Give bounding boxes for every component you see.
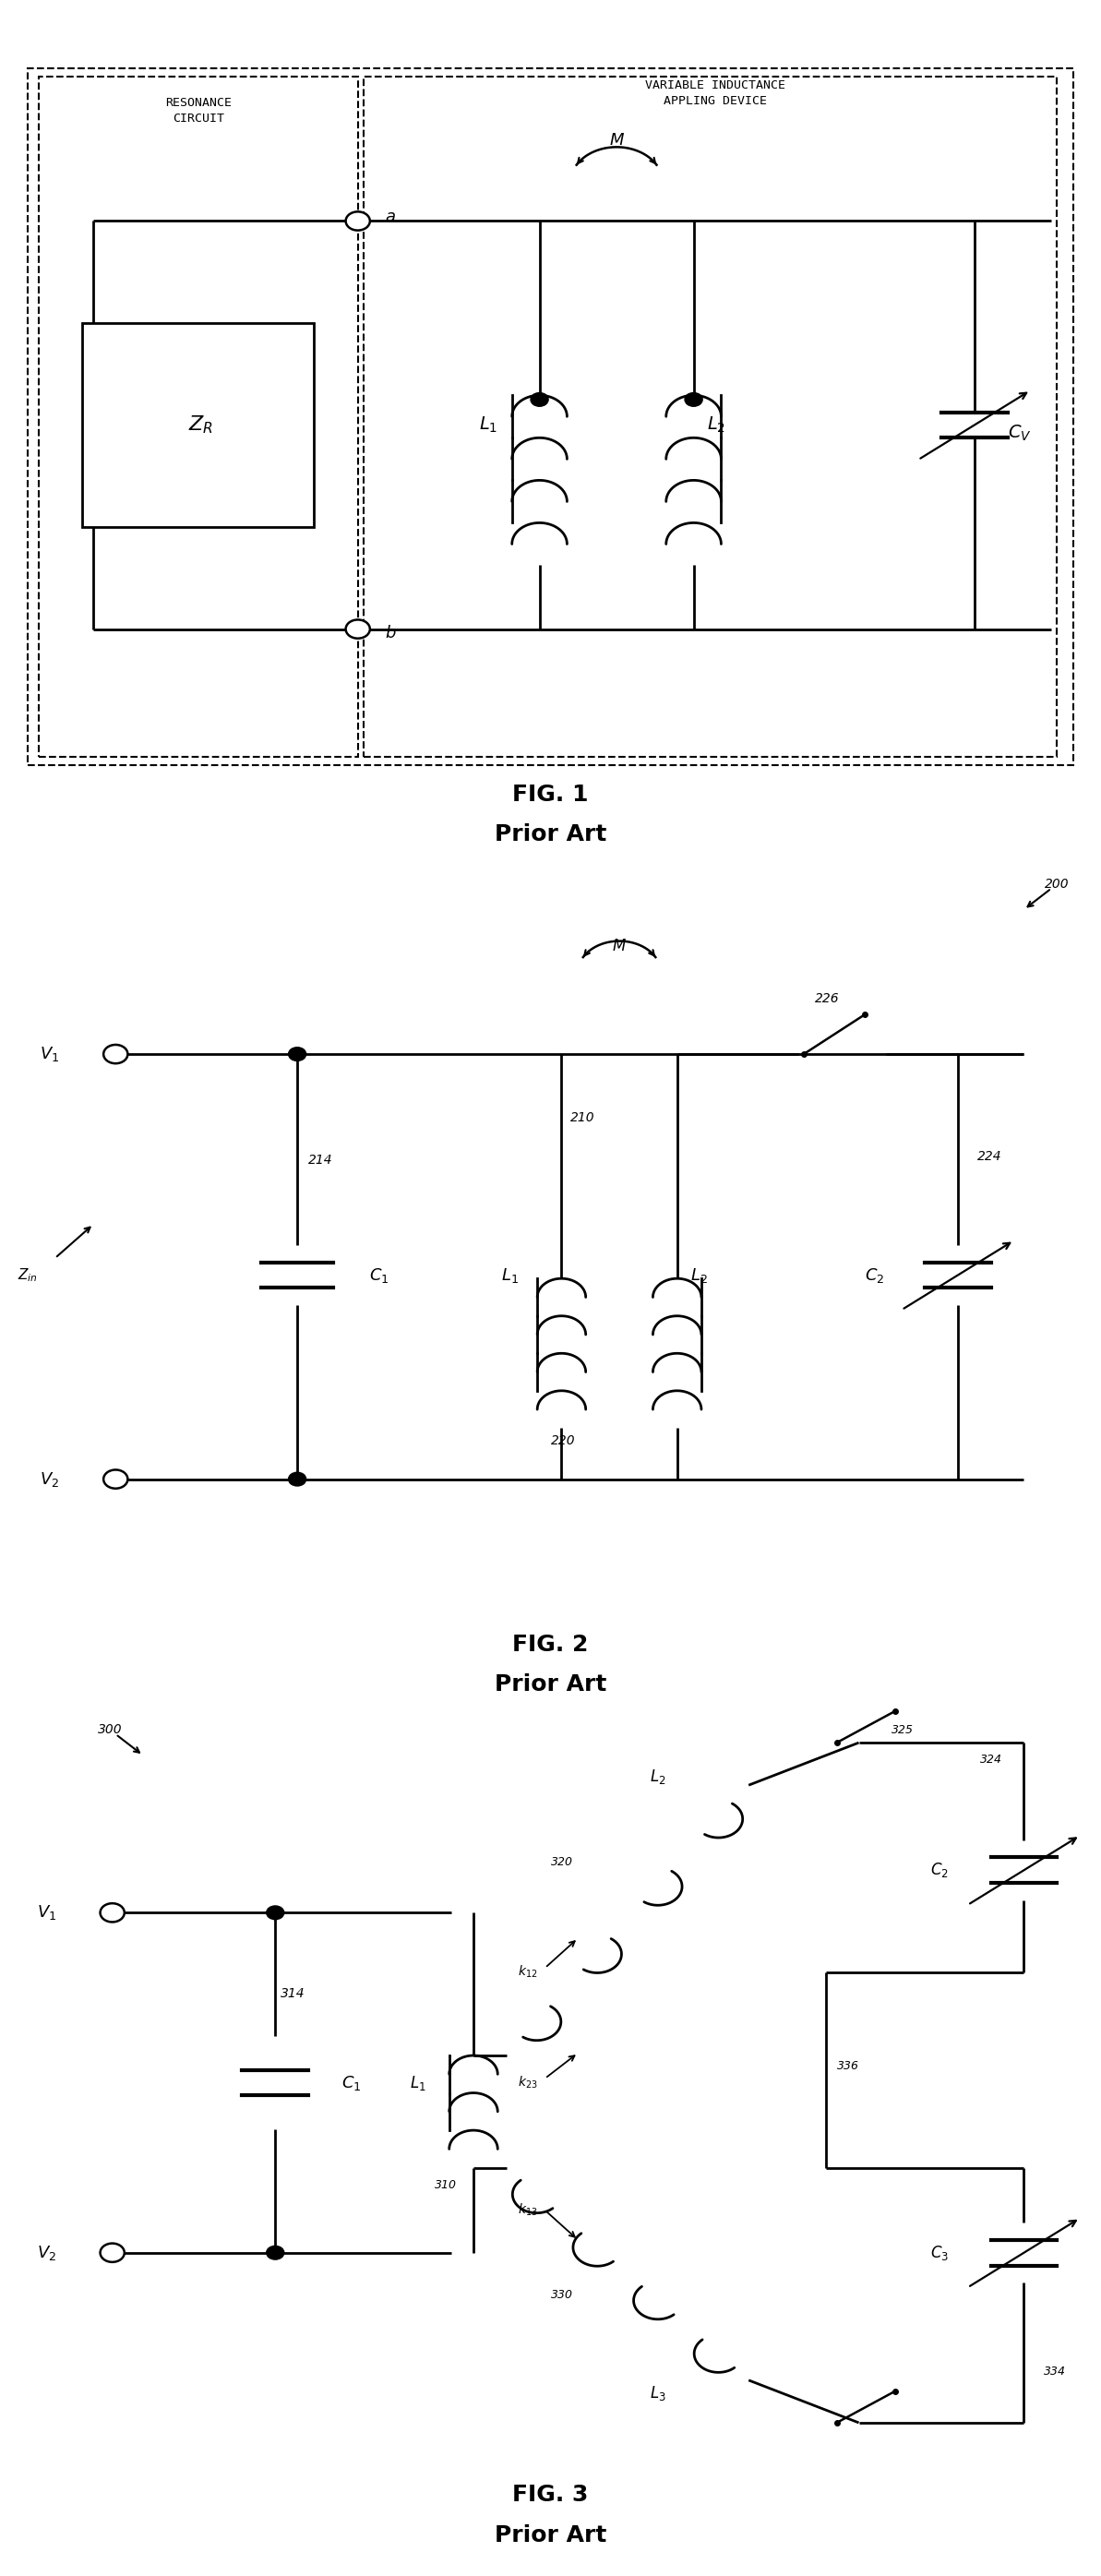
Text: $Z_{in}$: $Z_{in}$: [18, 1267, 37, 1283]
Circle shape: [685, 392, 702, 407]
Text: $L_1$: $L_1$: [410, 2074, 426, 2092]
Circle shape: [346, 621, 370, 639]
Text: $C_1$: $C_1$: [369, 1265, 389, 1285]
Text: M: M: [610, 131, 623, 149]
Text: RESONANCE
CIRCUIT: RESONANCE CIRCUIT: [165, 98, 231, 124]
Bar: [28, 67, 1073, 765]
Text: 220: 220: [550, 1435, 575, 1448]
Text: $L_2$: $L_2$: [707, 415, 726, 435]
Circle shape: [266, 2246, 284, 2259]
Text: 314: 314: [281, 1986, 305, 1999]
Circle shape: [100, 1904, 124, 1922]
Text: $k_{23}$: $k_{23}$: [517, 2074, 537, 2092]
Text: 334: 334: [1044, 2365, 1066, 2378]
Text: $C_1$: $C_1$: [341, 2074, 361, 2092]
Text: $L_2$: $L_2$: [650, 1767, 666, 1785]
Text: 330: 330: [550, 2290, 573, 2300]
Text: $L_1$: $L_1$: [479, 415, 498, 435]
Text: 200: 200: [1045, 878, 1069, 891]
Text: $L_3$: $L_3$: [650, 2383, 666, 2403]
Text: 325: 325: [892, 1723, 914, 1736]
Circle shape: [346, 211, 370, 229]
Circle shape: [531, 392, 548, 407]
Text: $k_{12}$: $k_{12}$: [517, 1963, 537, 1981]
Text: FIG. 2: FIG. 2: [512, 1633, 589, 1656]
Text: $Z_R$: $Z_R$: [188, 415, 212, 435]
Bar: [363, 77, 1057, 757]
Text: a: a: [385, 209, 395, 224]
Text: FIG. 3: FIG. 3: [512, 2483, 589, 2506]
Text: VARIABLE INDUCTANCE
APPLING DEVICE: VARIABLE INDUCTANCE APPLING DEVICE: [645, 80, 786, 108]
Text: b: b: [385, 626, 396, 641]
Bar: [39, 77, 358, 757]
Text: 300: 300: [98, 1723, 122, 1736]
Text: $V_1$: $V_1$: [40, 1046, 59, 1064]
Text: M: M: [612, 938, 626, 956]
Text: FIG. 1: FIG. 1: [512, 783, 589, 806]
Circle shape: [103, 1046, 128, 1064]
Text: $V_2$: $V_2$: [36, 2244, 56, 2262]
Bar: [83, 322, 314, 528]
Text: $V_2$: $V_2$: [40, 1471, 59, 1489]
Text: 324: 324: [980, 1754, 1002, 1765]
Text: 226: 226: [815, 992, 839, 1005]
Text: Prior Art: Prior Art: [494, 824, 607, 845]
Text: 214: 214: [308, 1154, 333, 1167]
Text: $C_2$: $C_2$: [864, 1265, 884, 1285]
Text: $L_1$: $L_1$: [501, 1265, 519, 1285]
Text: $C_3$: $C_3$: [930, 2244, 949, 2262]
Text: $C_V$: $C_V$: [1007, 422, 1032, 443]
Circle shape: [288, 1048, 306, 1061]
Text: 224: 224: [978, 1149, 1002, 1162]
Text: $L_2$: $L_2$: [690, 1265, 708, 1285]
Text: 320: 320: [550, 1855, 573, 1868]
Text: Prior Art: Prior Art: [494, 1674, 607, 1695]
Circle shape: [103, 1471, 128, 1489]
Text: $C_2$: $C_2$: [930, 1860, 949, 1880]
Circle shape: [288, 1473, 306, 1486]
Text: $k_{13}$: $k_{13}$: [517, 2202, 537, 2218]
Text: 310: 310: [435, 2179, 457, 2190]
Text: $V_1$: $V_1$: [36, 1904, 56, 1922]
Text: Prior Art: Prior Art: [494, 2524, 607, 2545]
Circle shape: [100, 2244, 124, 2262]
Circle shape: [266, 1906, 284, 1919]
Text: 210: 210: [570, 1110, 595, 1123]
Text: 336: 336: [837, 2061, 859, 2071]
